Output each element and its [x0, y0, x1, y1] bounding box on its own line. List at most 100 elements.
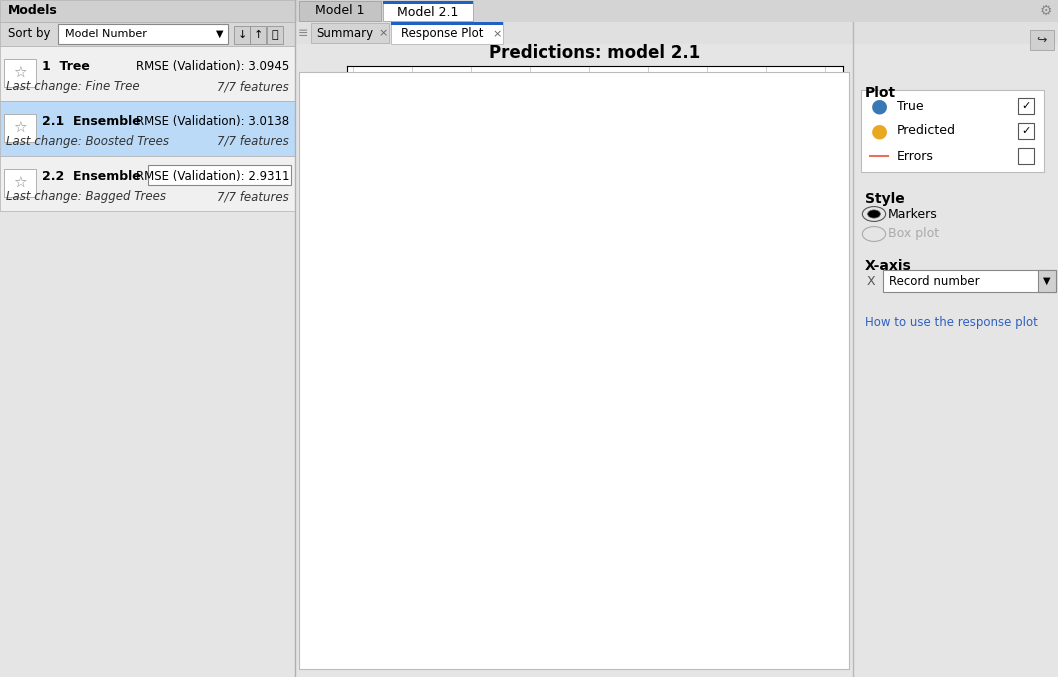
Point	[656, 338, 673, 349]
Point	[565, 404, 582, 415]
Point	[358, 568, 375, 579]
Point	[545, 471, 562, 482]
Point	[526, 405, 543, 416]
Point	[385, 457, 402, 468]
Point	[584, 349, 601, 360]
Point	[368, 492, 385, 503]
Point	[414, 452, 431, 462]
Point	[671, 359, 688, 370]
Point	[422, 494, 439, 504]
Point	[391, 472, 408, 483]
Point	[576, 421, 592, 432]
Point	[371, 609, 388, 620]
Point	[513, 454, 530, 464]
Point	[459, 431, 476, 441]
Text: Models: Models	[8, 5, 58, 18]
Point	[645, 429, 662, 439]
Point	[566, 459, 583, 470]
Point	[664, 450, 681, 460]
Point	[723, 82, 740, 93]
Point	[524, 470, 541, 481]
Point	[675, 230, 692, 240]
Point	[712, 295, 729, 306]
Point	[609, 420, 626, 431]
Point	[816, 250, 833, 261]
Point	[673, 366, 690, 376]
Point	[642, 260, 659, 271]
Point	[737, 380, 754, 391]
Text: Last change: Bagged Trees: Last change: Bagged Trees	[6, 190, 166, 203]
Point	[605, 496, 622, 507]
Point	[670, 346, 687, 357]
Point	[548, 427, 565, 437]
Point	[737, 339, 754, 350]
Point	[351, 529, 368, 540]
Point	[624, 378, 641, 389]
Point	[751, 403, 768, 414]
Point	[729, 286, 746, 297]
Text: True: True	[897, 100, 924, 112]
Point	[668, 394, 685, 405]
Text: Last change: Boosted Trees: Last change: Boosted Trees	[6, 135, 169, 148]
Point	[369, 515, 386, 525]
Point	[479, 535, 496, 546]
Point	[551, 376, 568, 387]
Point	[413, 478, 430, 489]
Point	[786, 212, 803, 223]
Point	[561, 391, 578, 401]
Point	[368, 453, 385, 464]
Point	[637, 289, 654, 300]
Point	[630, 393, 646, 403]
Point	[408, 364, 425, 374]
Point	[373, 603, 390, 614]
Point	[660, 466, 677, 477]
Point	[412, 504, 428, 515]
Point	[448, 456, 464, 467]
Point	[450, 445, 467, 456]
Point	[717, 315, 734, 326]
Point	[543, 403, 560, 414]
Point	[777, 318, 794, 329]
Point	[743, 359, 760, 370]
Point	[765, 231, 782, 242]
Point	[430, 362, 446, 372]
Point	[817, 401, 834, 412]
Point	[495, 469, 512, 480]
Point	[767, 269, 784, 280]
Text: ✓: ✓	[1021, 126, 1030, 136]
Point	[822, 347, 839, 357]
Point	[817, 393, 834, 403]
Title: Predictions: model 2.1: Predictions: model 2.1	[490, 44, 700, 62]
Point	[386, 582, 403, 593]
Point	[523, 433, 540, 444]
Point	[349, 538, 366, 549]
Point	[421, 512, 438, 523]
Point	[501, 443, 518, 454]
Point	[494, 528, 511, 539]
Text: 7/7 features: 7/7 features	[217, 135, 289, 148]
Point	[643, 332, 660, 343]
Point	[468, 471, 485, 482]
Point	[373, 520, 390, 531]
Point	[494, 479, 511, 489]
Text: ×: ×	[379, 28, 387, 38]
Point	[509, 507, 526, 518]
Point	[601, 356, 618, 367]
Point	[372, 605, 389, 615]
Point	[399, 571, 416, 582]
Point	[600, 364, 617, 374]
Point	[803, 270, 820, 281]
Point	[571, 400, 588, 411]
Point	[778, 290, 795, 301]
Point	[353, 559, 370, 570]
Point	[647, 417, 664, 428]
Point	[487, 410, 504, 421]
Point	[732, 75, 749, 86]
Point	[359, 529, 376, 540]
Point	[686, 397, 703, 408]
Point	[802, 221, 819, 232]
Point	[355, 548, 372, 559]
Point	[615, 356, 632, 367]
Point	[460, 466, 477, 477]
Point	[404, 522, 421, 533]
